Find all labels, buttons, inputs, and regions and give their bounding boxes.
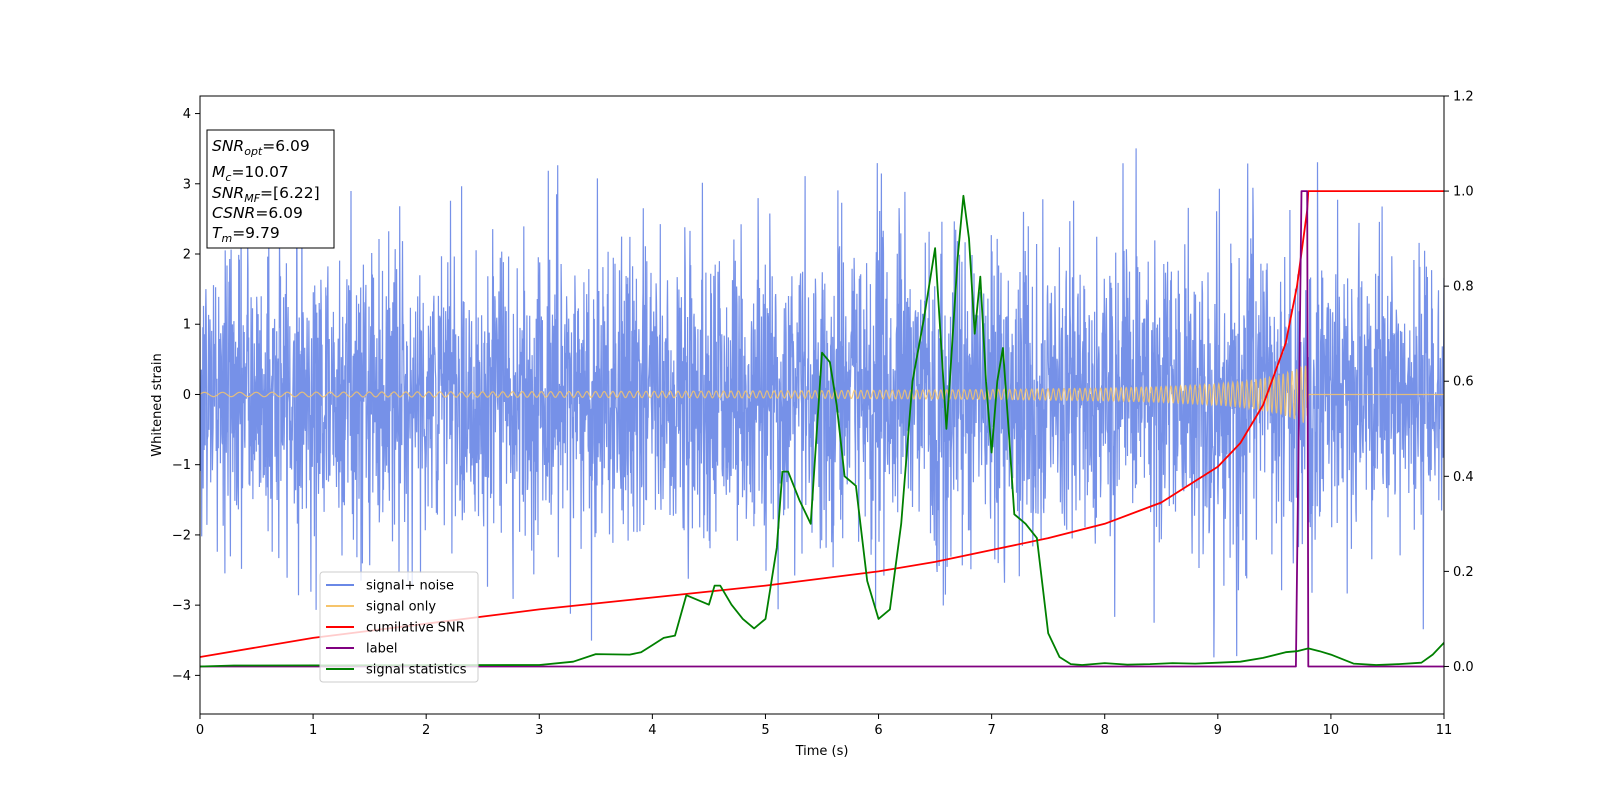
left-y-axis-label: Whitened strain [150,353,165,456]
legend-frame [319,571,479,683]
right-y-tick-label: 0.0 [1453,660,1474,675]
x-tick-label: 0 [196,723,204,738]
x-tick-label: 1 [309,723,317,738]
annotation-line: SNRopt=6.09 [212,137,310,158]
x-tick-label: 5 [761,723,769,738]
left-y-axis: 4 3 2 1 0 −1 −2 −3 −4 [172,107,200,684]
x-tick-label: 2 [422,723,430,738]
left-y-tick-label: 2 [183,248,191,263]
right-y-tick-label: 0.6 [1453,375,1474,390]
x-tick-label: 9 [1214,723,1222,738]
right-y-tick-label: 1.0 [1453,185,1474,200]
legend-label: signal+ noise [366,579,454,594]
right-y-tick-label: 0.8 [1453,280,1474,295]
series-label [200,190,1444,668]
legend-label: cumilative SNR [366,621,465,636]
left-y-tick-label: −1 [172,458,191,473]
series-signal-only [200,365,1444,423]
left-y-tick-label: −2 [172,528,191,543]
annotation-line: SNRMF=[6.22] [212,184,320,205]
x-tick-label: 3 [535,723,543,738]
x-axis-label: Time (s) [795,744,849,759]
left-y-tick-label: −3 [172,599,191,614]
annotation-line: Tm=9.79 [212,224,280,245]
plot-area [200,148,1444,668]
annotation-frame [206,129,335,249]
series-cumilative-snr [200,190,1444,658]
annotation-line: Mc=10.07 [212,163,289,184]
right-y-tick-label: 0.2 [1453,565,1474,580]
left-y-tick-label: −4 [172,669,191,684]
legend-label: label [366,642,397,657]
series-signal-statistics [200,194,1444,668]
annotation-box: SNRopt=6.09 Mc=10.07SNRMF=[6.22]CSNR=6.09… [206,129,335,249]
left-y-tick-label: 3 [183,177,191,192]
legend-label: signal statistics [366,663,467,678]
x-tick-label: 7 [987,723,995,738]
x-tick-label: 11 [1436,723,1453,738]
left-y-tick-label: 1 [183,318,191,333]
legend-label: signal only [366,600,436,615]
right-y-axis: 1.2 1.0 0.8 0.6 0.4 0.2 0.0 [1444,90,1474,675]
left-y-tick-label: 0 [183,388,191,403]
annotation-line: CSNR=6.09 [212,204,303,222]
series-signal-noise [200,148,1444,658]
right-y-tick-label: 1.2 [1453,90,1474,105]
plot-frame [199,95,1445,715]
x-tick-label: 4 [648,723,656,738]
left-y-tick-label: 4 [183,107,191,122]
x-tick-label: 10 [1323,723,1340,738]
x-axis: 0 1 2 3 4 5 6 7 8 9 10 11 [196,714,1452,738]
legend: signal+ noise signal only cumilative SNR la… [319,571,479,683]
x-tick-label: 6 [874,723,882,738]
x-tick-label: 8 [1101,723,1109,738]
right-y-tick-label: 0.4 [1453,470,1474,485]
